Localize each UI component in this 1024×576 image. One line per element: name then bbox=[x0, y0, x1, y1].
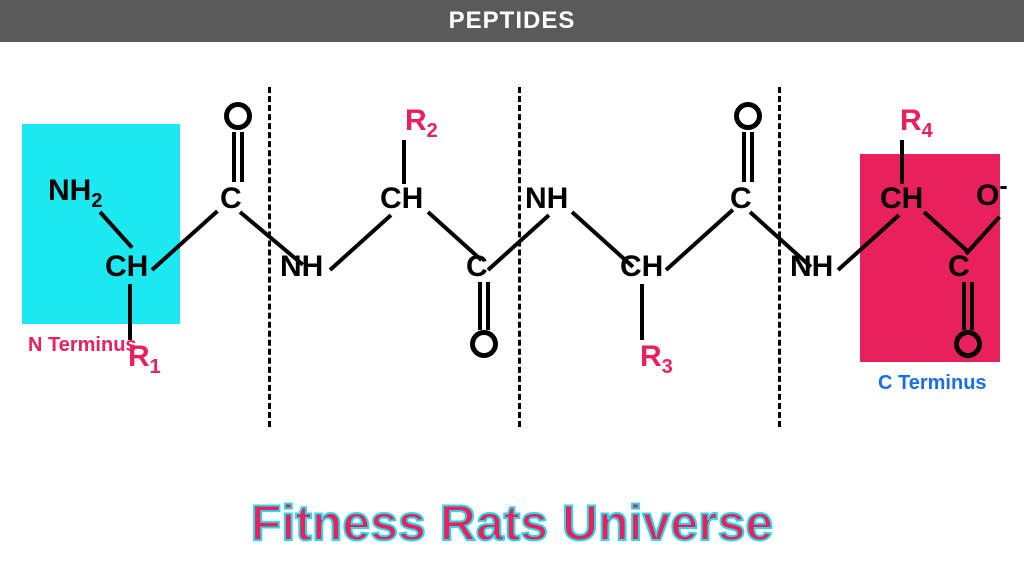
bond-r1 bbox=[128, 284, 132, 340]
residue-separator-1 bbox=[268, 87, 271, 427]
atom-nh2: NH2 bbox=[48, 174, 102, 213]
atom-c1: C bbox=[220, 182, 242, 216]
r-group-4: R4 bbox=[900, 104, 933, 143]
atom-c4: C bbox=[948, 250, 970, 284]
atom-c2: C bbox=[466, 250, 488, 284]
bond bbox=[329, 214, 393, 272]
bond-r3 bbox=[640, 284, 644, 340]
c-terminus-label: C Terminus bbox=[878, 372, 987, 395]
oxygen-4 bbox=[954, 330, 982, 358]
residue-separator-3 bbox=[778, 87, 781, 427]
atom-nh3: NH bbox=[790, 250, 833, 284]
bond bbox=[665, 208, 735, 271]
atom-ch1: CH bbox=[105, 250, 148, 284]
peptide-diagram: NH2 CH C NH CH C NH CH C NH CH C O- R1 R… bbox=[0, 42, 1024, 472]
atom-ch3: CH bbox=[620, 250, 663, 284]
n-terminus-box bbox=[22, 124, 180, 324]
r-group-3: R3 bbox=[640, 340, 673, 379]
atom-nh1: NH bbox=[280, 250, 323, 284]
n-terminus-label: N Terminus bbox=[28, 334, 137, 357]
atom-c3: C bbox=[730, 182, 752, 216]
bond-r2 bbox=[402, 140, 406, 184]
atom-ch4: CH bbox=[880, 182, 923, 216]
atom-ch2: CH bbox=[380, 182, 423, 216]
r-group-2: R2 bbox=[405, 104, 438, 143]
oxygen-3 bbox=[734, 102, 762, 130]
oxygen-1 bbox=[224, 102, 252, 130]
atom-nh2a: NH bbox=[525, 182, 568, 216]
residue-separator-2 bbox=[518, 87, 521, 427]
atom-o-minus: O- bbox=[976, 172, 1008, 213]
header-title: PEPTIDES bbox=[449, 7, 576, 35]
oxygen-2 bbox=[470, 330, 498, 358]
brand-title: Fitness Rats Universe bbox=[0, 494, 1024, 552]
header-bar: PEPTIDES bbox=[0, 0, 1024, 42]
bond-r4 bbox=[900, 140, 904, 184]
